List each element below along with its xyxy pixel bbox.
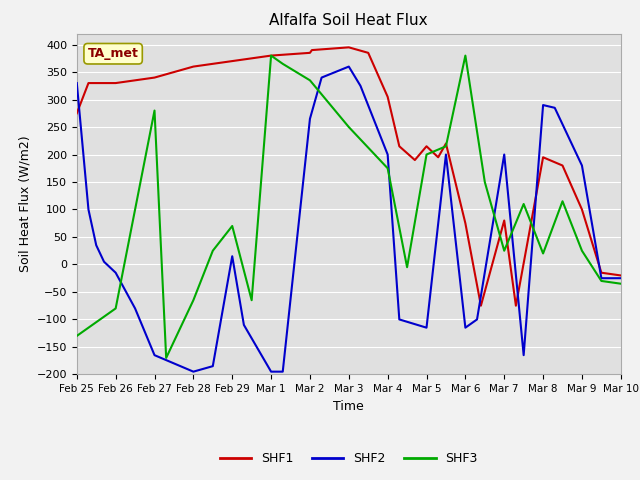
Y-axis label: Soil Heat Flux (W/m2): Soil Heat Flux (W/m2) bbox=[18, 136, 31, 272]
Title: Alfalfa Soil Heat Flux: Alfalfa Soil Heat Flux bbox=[269, 13, 428, 28]
Text: TA_met: TA_met bbox=[88, 47, 138, 60]
Legend: SHF1, SHF2, SHF3: SHF1, SHF2, SHF3 bbox=[214, 447, 483, 470]
X-axis label: Time: Time bbox=[333, 400, 364, 413]
